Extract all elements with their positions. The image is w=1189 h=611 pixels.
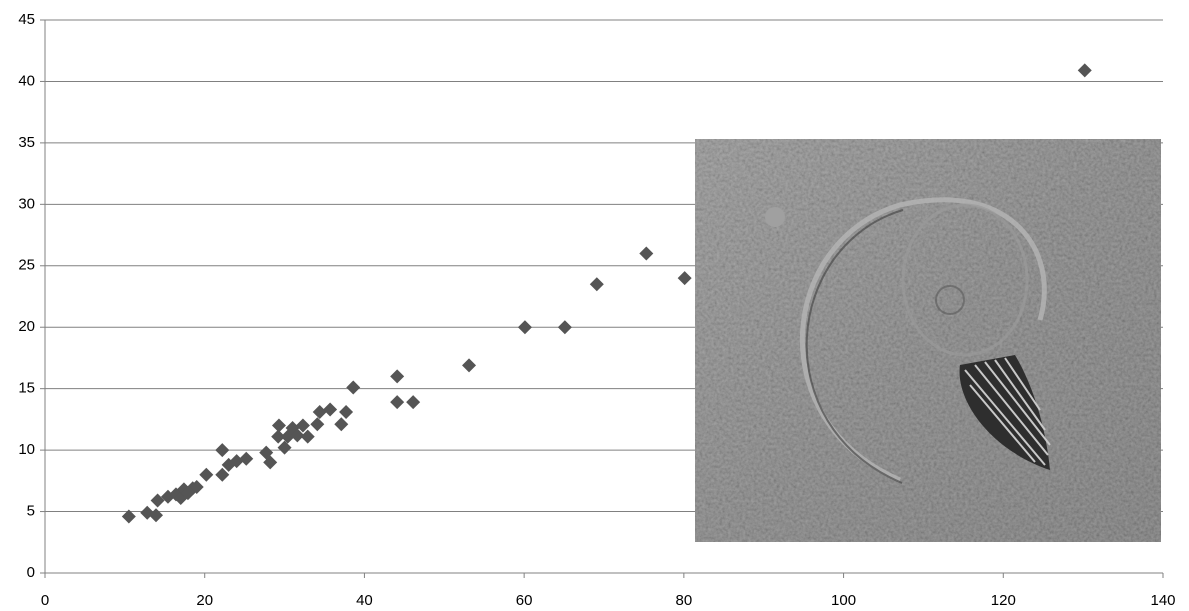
x-tick-label: 0 [41,592,49,609]
point [229,454,244,469]
point [239,451,254,466]
point [312,405,327,420]
point [517,320,532,335]
y-tick-label: 5 [27,503,35,520]
point [334,417,349,432]
y-tick-label: 45 [18,11,35,28]
y-tick-label: 25 [18,257,35,274]
point [290,428,305,443]
x-tick-label: 20 [196,592,213,609]
point [589,277,604,292]
point [639,246,654,261]
point [346,380,361,395]
y-tick-label: 40 [18,72,35,89]
point [149,508,164,523]
point [263,455,278,470]
x-tick-label: 120 [991,592,1016,609]
x-tick-label: 60 [516,592,533,609]
y-tick-label: 35 [18,134,35,151]
y-tick-label: 30 [18,195,35,212]
point [150,493,165,508]
y-tick-label: 10 [18,441,35,458]
point [310,417,325,432]
point [199,467,214,482]
point [677,271,692,286]
point [557,320,572,335]
point [271,429,286,444]
point [300,429,315,444]
point [295,418,310,433]
point [1077,63,1092,78]
point [323,402,338,417]
point [390,395,405,410]
point [277,440,292,455]
y-tick-label: 20 [18,318,35,335]
point [406,395,421,410]
point [462,358,477,373]
x-tick-label: 140 [1150,592,1175,609]
x-tick-label: 40 [356,592,373,609]
x-tick-label: 100 [831,592,856,609]
point [271,418,286,433]
point [215,443,230,458]
x-tick-label: 80 [676,592,693,609]
fossil-photo [695,139,1161,542]
point [189,479,204,494]
point [339,405,354,420]
point [215,467,230,482]
point [390,369,405,384]
y-tick-label: 0 [27,564,35,581]
y-tick-label: 15 [18,380,35,397]
point [121,509,136,524]
points [121,63,1092,524]
